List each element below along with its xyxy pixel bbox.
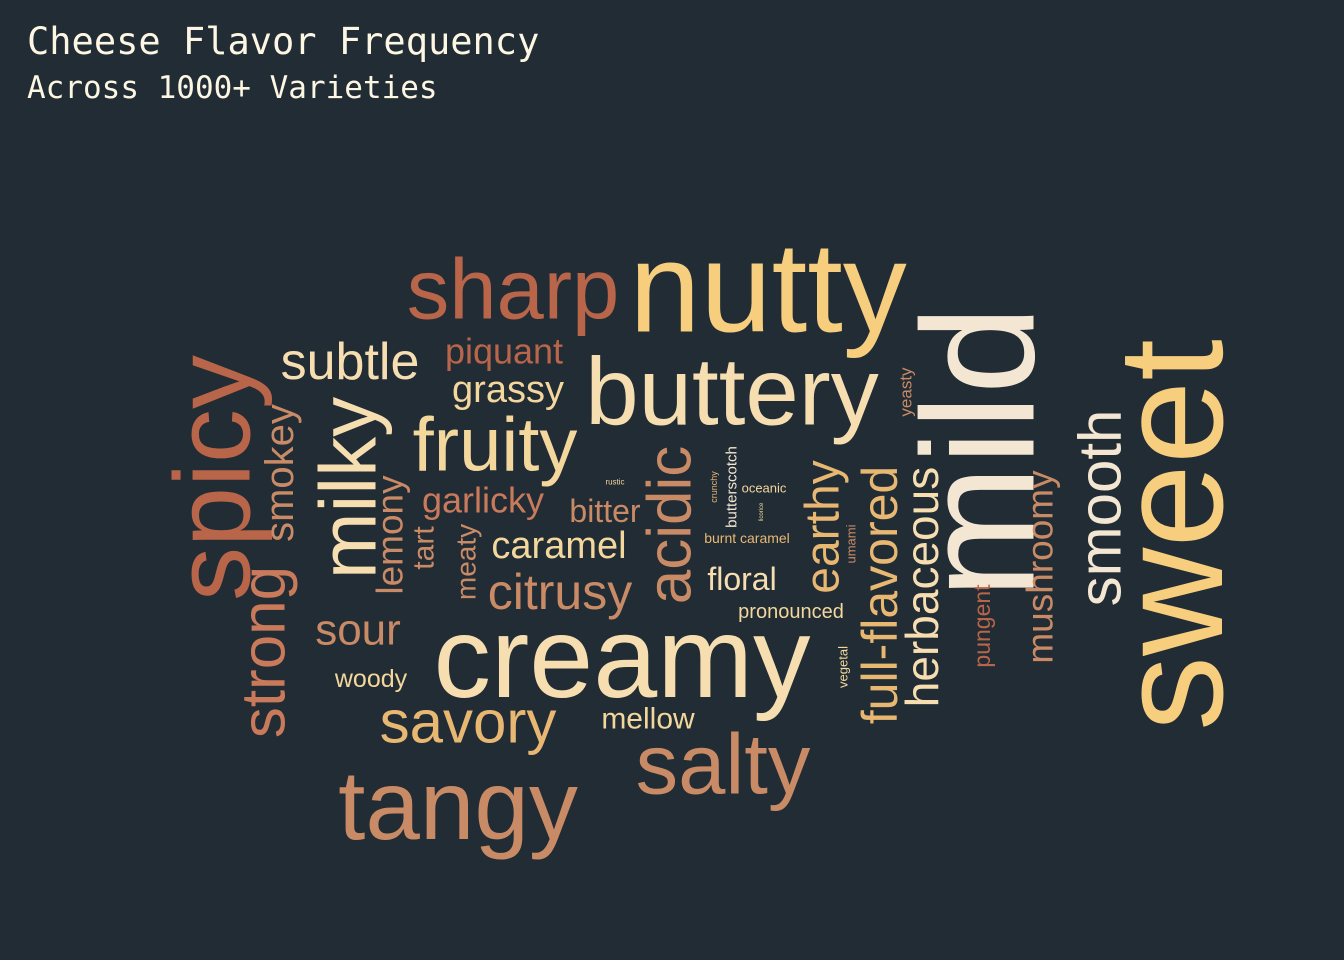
word-oceanic: oceanic	[742, 481, 787, 496]
word-herbaceous: herbaceous	[896, 467, 948, 707]
word-lemony: lemony	[370, 475, 411, 595]
word-earthy: earthy	[797, 460, 850, 593]
word-salty: salty	[636, 718, 811, 813]
word-pungent: pungent	[969, 584, 995, 668]
word-tangy: tangy	[338, 750, 578, 860]
word-vegetal: vegetal	[836, 646, 851, 688]
word-yeasty: yeasty	[897, 367, 916, 417]
word-meaty: meaty	[451, 524, 482, 600]
word-full-flavored: full-flavored	[852, 466, 908, 724]
word-smooth: smooth	[1067, 410, 1134, 607]
word-sour: sour	[315, 606, 401, 655]
word-milky: milky	[304, 397, 393, 579]
word-garlicky: garlicky	[422, 480, 544, 521]
word-mild: mild	[889, 305, 1068, 598]
word-floral: floral	[707, 561, 776, 597]
word-buttery: buttery	[585, 339, 878, 446]
word-licorice: licorice	[759, 502, 765, 521]
chart-title: Cheese Flavor Frequency	[27, 20, 540, 63]
word-burnt-caramel: burnt caramel	[704, 530, 790, 546]
word-sharp: sharp	[407, 243, 620, 338]
word-creamy: creamy	[433, 594, 811, 722]
word-mellow: mellow	[601, 703, 695, 736]
word-pronounced: pronounced	[738, 601, 844, 623]
word-mushroomy: mushroomy	[1020, 470, 1061, 664]
word-crunchy: crunchy	[709, 471, 719, 503]
word-nutty: nutty	[629, 217, 907, 360]
chart-subtitle: Across 1000+ Varieties	[27, 70, 438, 106]
word-piquant: piquant	[445, 331, 563, 372]
word-bitter: bitter	[569, 493, 640, 529]
word-woody: woody	[334, 665, 408, 693]
word-fruity: fruity	[413, 403, 578, 488]
word-citrusy: citrusy	[488, 564, 632, 620]
word-tart: tart	[408, 526, 441, 570]
word-rustic: rustic	[605, 478, 624, 487]
word-acidic: acidic	[636, 446, 705, 605]
word-caramel: caramel	[491, 525, 626, 567]
word-umami: umami	[844, 524, 859, 563]
word-sweet: sweet	[1086, 339, 1254, 731]
word-grassy: grassy	[452, 369, 564, 411]
word-butterscotch: butterscotch	[724, 446, 741, 528]
word-smokey: smokey	[258, 404, 302, 542]
word-spicy: spicy	[152, 355, 273, 601]
word-strong: strong	[230, 566, 299, 738]
word-savory: savory	[380, 689, 557, 756]
word-subtle: subtle	[281, 333, 420, 391]
